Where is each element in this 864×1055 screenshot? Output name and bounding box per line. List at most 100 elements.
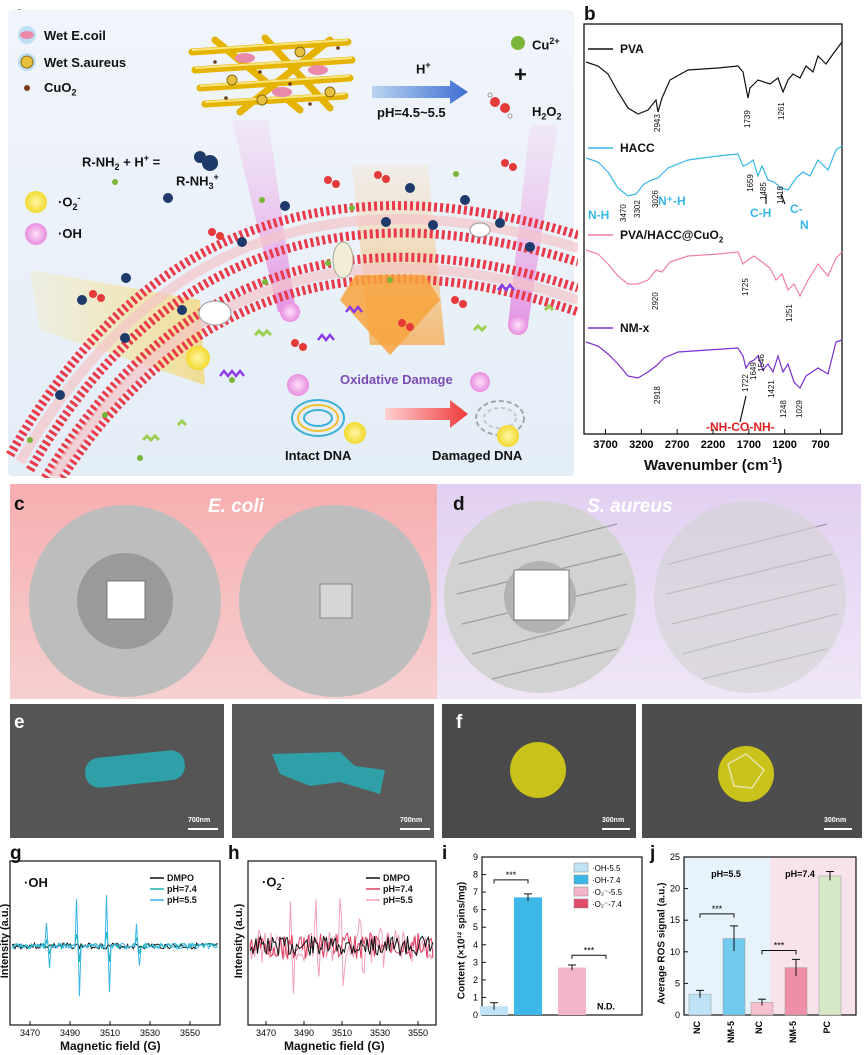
plate-title-saureus: S. aureus: [587, 496, 673, 517]
legend-saureus: Wet S.aureus: [44, 55, 127, 70]
peak-hacc-3470: 3470: [619, 204, 628, 222]
peak-nmx-1248: 1248: [779, 400, 788, 418]
ftir-tick-label: 700: [811, 439, 829, 451]
ftir-tick-label: 1700: [737, 439, 761, 451]
sample-square: [513, 569, 570, 621]
chart-j-sig-bracket: [761, 950, 797, 955]
chart-j-ytick-label: 10: [670, 947, 680, 957]
chart-j-group-label: pH=7.4: [785, 869, 815, 879]
h2o2-h-icon: [507, 113, 513, 119]
so1: ·O: [58, 194, 73, 210]
chart-i-ytick-label: 6: [473, 905, 478, 915]
assign-cn-1: C-: [790, 202, 803, 216]
ftir-xl-3: ): [777, 457, 783, 474]
intact-dna-label: Intact DNA: [285, 448, 352, 463]
ecoli-icon: [20, 31, 34, 39]
h2o2-h-icon: [487, 92, 493, 98]
chart-j-bar: [818, 875, 842, 1016]
epr-oh-ticks: 3470 3490 3510 3530 3550: [20, 1021, 200, 1038]
ftir-x-ticks: 3700 3200 2700 2200 1700 1200 700: [593, 429, 830, 451]
fiber-network: [188, 34, 356, 116]
peak-hacc-3026: 3026: [651, 190, 660, 208]
peak-hacc-1418: 1418: [776, 186, 785, 204]
bar-chart-j: 0 5 10 15 20 25 NC NM-5 NC NM-5 PC pH=5.5 pH=7.4 *** *…: [670, 852, 857, 1043]
ftir-line-hacc: [585, 145, 843, 197]
rr1: R-NH: [176, 173, 209, 189]
epr-oh-ylabel: Intensity (a.u.): [0, 903, 11, 979]
ftir-legend-pvahacc-text: PVA/HACC@CuO: [620, 228, 719, 242]
damaged-dna-label: Damaged DNA: [432, 448, 523, 463]
ftir-legend-hacc: HACC: [620, 141, 655, 155]
reaction-arrow: [372, 80, 468, 104]
ftir-xl-2: -1: [768, 456, 778, 467]
chart-i-bar: [514, 897, 542, 1015]
epr-oh-legend-1: pH=7.4: [167, 884, 197, 894]
peak-nmx-1546: 1546: [757, 354, 766, 372]
rl3: + H: [119, 154, 144, 170]
peak-pvahacc-1251: 1251: [785, 304, 794, 322]
ph-range: pH=4.5~5.5: [377, 105, 446, 120]
membrane-channel: [198, 300, 232, 326]
chart-i-ytick-label: 7: [473, 887, 478, 897]
epr-oh-frame: [9, 860, 221, 1026]
epr-o2-t1: ·O: [262, 874, 277, 890]
chart-j-xtick-label: PC: [822, 1021, 832, 1034]
chart-i-ytick-label: 5: [473, 922, 478, 932]
sample-square: [106, 580, 146, 620]
reaction-lhs: R-NH2 + H+ =: [82, 153, 160, 172]
plate-saureus-test: [654, 501, 846, 693]
chart-j-xtick-label: NM-5: [726, 1021, 736, 1043]
panel-label-c: c: [14, 494, 25, 515]
peak-pvahacc-1725: 1725: [741, 278, 750, 296]
peak-pva-1261: 1261: [777, 102, 786, 120]
epr-o2-dmpo: [249, 935, 434, 957]
chart-j-sig: ***: [712, 904, 723, 914]
epr-o2-t3: -: [281, 873, 285, 883]
peak-hacc-1485: 1485: [759, 182, 768, 200]
schematic-a: [6, 10, 578, 478]
epr-oh-xlabel: Magnetic field (G): [60, 1039, 161, 1053]
epr-o2-tick-label: 3470: [256, 1028, 276, 1038]
chart-i-sig-bracket: [571, 954, 607, 959]
beam-right: [508, 125, 558, 325]
rnh3-star-icon: [202, 155, 218, 171]
chart-i-sig-bracket: [493, 879, 529, 884]
panel-h: h 3470 3490 3510 3530 3550 ·O2- DMPO pH=7.4 …: [222, 843, 442, 1055]
rr3: +: [213, 172, 219, 182]
chart-j-xtick-label: NM-5: [788, 1021, 798, 1043]
h2o2-icon: [500, 103, 510, 113]
epr-o2-tick-label: 3510: [332, 1028, 352, 1038]
peak-nmx-2918: 2918: [653, 386, 662, 404]
cu-text: Cu: [532, 37, 550, 53]
chart-i-ylabel: Content (×10¹² spins/mg): [456, 881, 468, 1000]
panel-e: e 700nm 700nm: [10, 704, 434, 838]
chart-i-sig: ***: [506, 870, 517, 880]
damage-arrow: [385, 400, 468, 428]
chart-i-ytick-label: 2: [473, 975, 478, 985]
cu-ions: [27, 171, 459, 461]
chart-j-ylabel: Average ROS signal (a.u.): [656, 882, 668, 1005]
epr-o2-ph74: [249, 932, 434, 959]
peak-pvahacc-2920: 2920: [651, 292, 660, 310]
epr-o2-legend-1: pH=7.4: [383, 884, 413, 894]
epr-o2-t2: 2: [276, 881, 282, 892]
rr2: 3: [208, 180, 214, 191]
ecoli-rod-damaged: [272, 752, 385, 794]
superoxide-radical: [497, 425, 519, 447]
chart-i-ytick-label: 0: [473, 1010, 478, 1020]
peak-pva-1739: 1739: [743, 110, 752, 128]
chart-j-xtick-label: NC: [754, 1021, 764, 1034]
rl1: R-NH: [82, 154, 115, 170]
assign-cn-2: N: [800, 218, 809, 232]
protein-fragments: [219, 282, 515, 379]
ftir-xl-1: Wavenumber (cm: [644, 457, 769, 474]
ftir-line-pvahacc: [585, 249, 843, 298]
oxidative-damage-label: Oxidative Damage: [340, 372, 453, 387]
ftir-chart: 3700 3200 2700 2200 1700 1200 700 2943 1739 12…: [583, 23, 843, 451]
ftir-peaks: 2943 1739 1261 3470 3302 3026 1659 1485 …: [619, 102, 804, 418]
ftir-legend-nmx: NM-x: [620, 321, 650, 335]
hydroxyl-radical: [508, 315, 528, 335]
panel-d: d S. aureus: [437, 484, 861, 699]
panel-label-f: f: [456, 712, 463, 733]
ecoli-plates: [29, 505, 431, 697]
